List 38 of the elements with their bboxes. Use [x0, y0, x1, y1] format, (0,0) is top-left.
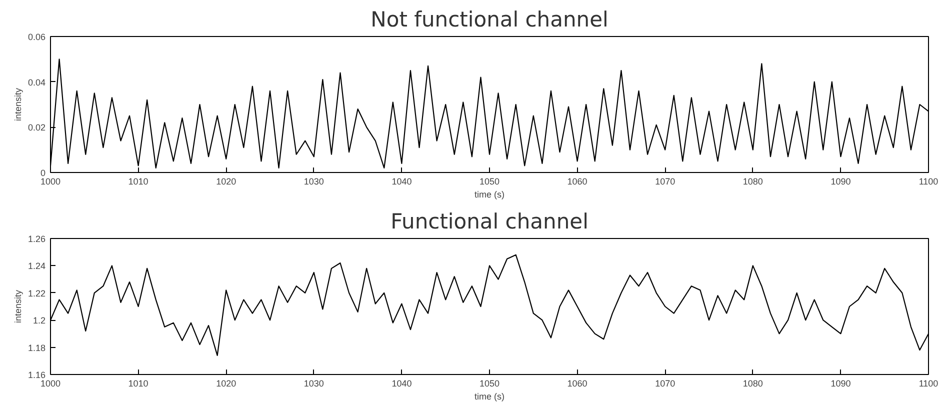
chart-title: Not functional channel — [370, 8, 608, 32]
y-tick-label: 1.2 — [32, 316, 46, 326]
y-axis-title: intensity — [12, 87, 23, 122]
x-tick-label: 1060 — [567, 176, 588, 186]
y-tick-label: 1.22 — [28, 288, 46, 298]
x-tick-label: 1090 — [830, 176, 851, 186]
y-axis-title: intensity — [12, 289, 23, 324]
x-tick-label: 1030 — [304, 378, 324, 388]
y-tick-label: 1.16 — [28, 370, 46, 380]
x-tick-label: 1050 — [479, 176, 500, 186]
x-tick-label: 1050 — [479, 378, 500, 388]
x-tick-label: 1010 — [128, 176, 148, 186]
x-tick-label: 1080 — [742, 378, 763, 388]
x-axis-title: time (s) — [474, 190, 504, 200]
x-tick-label: 1000 — [40, 176, 61, 186]
x-tick-label: 1070 — [655, 176, 676, 186]
x-tick-label: 1000 — [40, 378, 61, 388]
x-tick-label: 1020 — [216, 378, 236, 388]
y-tick-label: 0.04 — [28, 77, 46, 88]
x-tick-label: 1020 — [216, 176, 236, 186]
y-tick-label: 0.02 — [28, 122, 46, 133]
y-tick-label: 1.18 — [28, 342, 46, 353]
chart-title: Functional channel — [390, 210, 588, 234]
y-tick-label: 1.26 — [28, 234, 46, 244]
y-tick-label: 1.24 — [28, 261, 46, 272]
x-tick-label: 1100 — [918, 378, 938, 388]
x-tick-label: 1100 — [918, 176, 938, 186]
x-tick-label: 1070 — [655, 378, 676, 388]
y-tick-label: 0.06 — [28, 32, 46, 42]
x-tick-label: 1080 — [742, 176, 763, 186]
x-tick-label: 1060 — [567, 378, 588, 388]
x-tick-label: 1030 — [304, 176, 324, 186]
x-tick-label: 1010 — [128, 378, 148, 388]
x-tick-label: 1040 — [392, 378, 412, 388]
x-tick-label: 1090 — [830, 378, 851, 388]
x-axis-title: time (s) — [474, 392, 504, 402]
y-tick-label: 0 — [40, 168, 46, 178]
x-tick-label: 1040 — [392, 176, 412, 186]
